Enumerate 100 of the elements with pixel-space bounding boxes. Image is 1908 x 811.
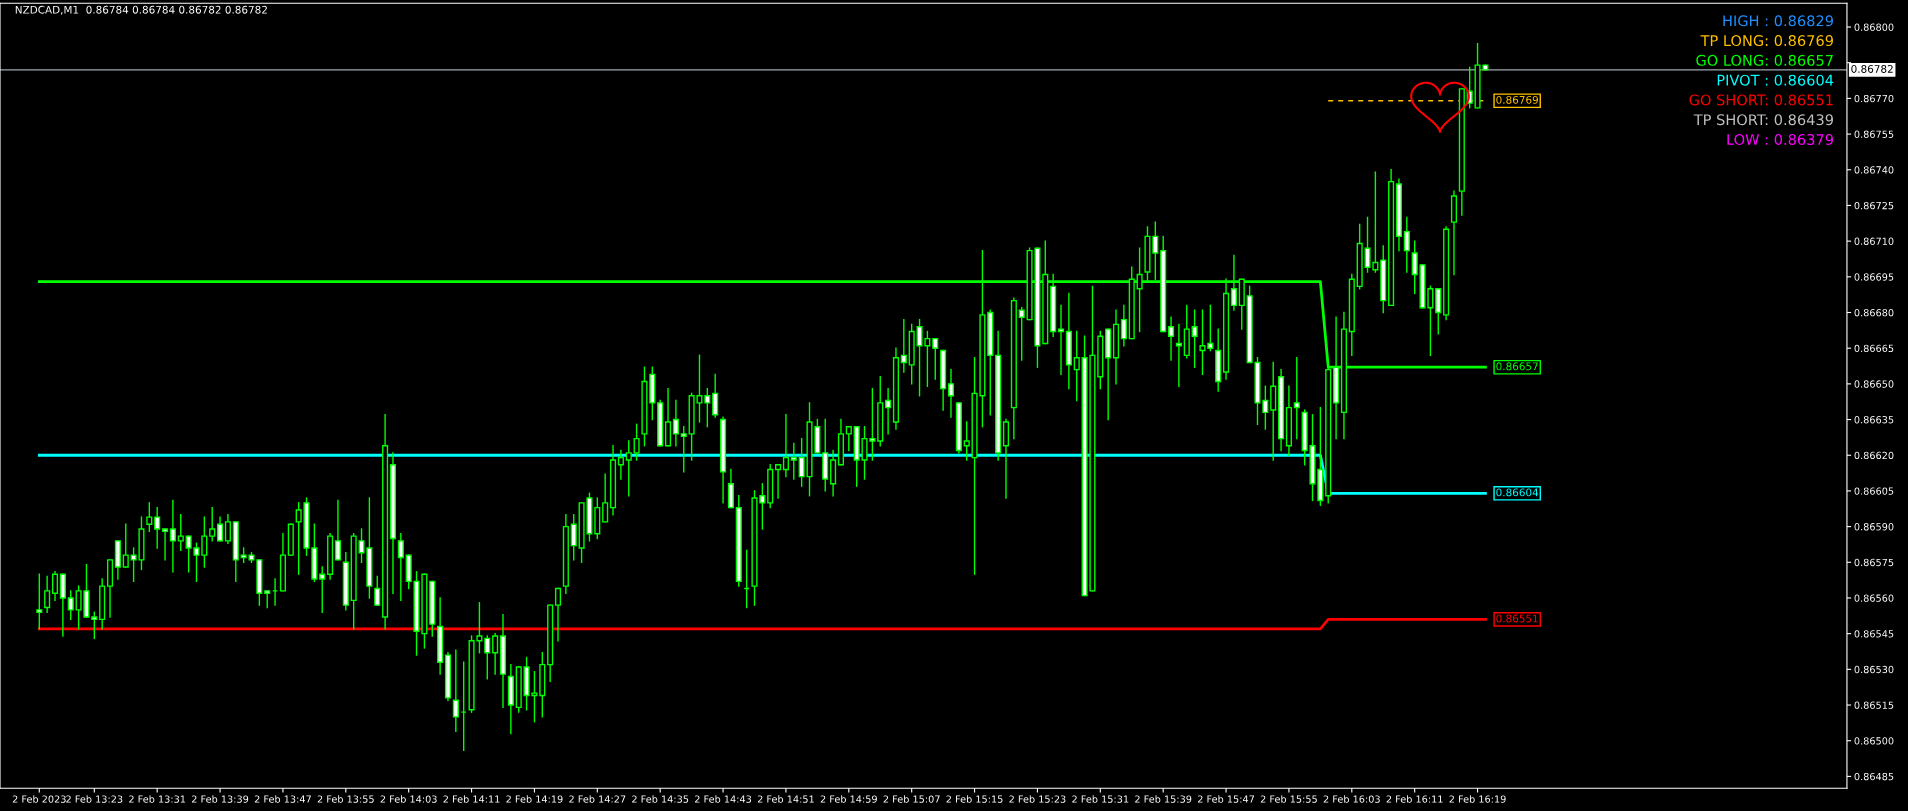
y-tick-label: 0.86740 bbox=[1854, 166, 1894, 174]
x-tick-label: 2 Feb 14:11 bbox=[443, 795, 500, 803]
candlestick bbox=[319, 566, 326, 613]
candlestick bbox=[633, 423, 640, 461]
x-tick-label: 2 Feb 14:59 bbox=[820, 795, 877, 803]
x-tick-label: 2 Feb 14:19 bbox=[506, 795, 563, 803]
candlestick bbox=[51, 571, 59, 602]
candlestick bbox=[397, 533, 404, 602]
candlestick bbox=[570, 514, 577, 561]
x-tick-label: 2 Feb 15:23 bbox=[1009, 795, 1066, 803]
candlestick bbox=[1270, 361, 1277, 461]
y-tick-label: 0.86560 bbox=[1854, 594, 1894, 602]
candlestick bbox=[617, 449, 624, 480]
candlestick bbox=[1293, 357, 1300, 440]
y-tick-label: 0.86665 bbox=[1854, 344, 1894, 353]
candlestick bbox=[492, 632, 499, 675]
candlestick bbox=[169, 499, 176, 573]
candlestick bbox=[932, 337, 939, 380]
x-tick-label: 2 Feb 13:47 bbox=[254, 795, 311, 803]
y-tick-label: 0.86485 bbox=[1854, 772, 1894, 781]
annotation: PIVOT : 0.86604 bbox=[1717, 74, 1834, 86]
x-tick-label: 2 Feb 13:31 bbox=[129, 795, 186, 803]
candlestick bbox=[122, 523, 129, 568]
x-tick-label: 2 Feb 14:03 bbox=[380, 795, 437, 803]
candlestick bbox=[484, 635, 491, 680]
candlestick bbox=[1403, 216, 1410, 273]
annotation: LOW : 0.86379 bbox=[1727, 133, 1833, 146]
candlestick bbox=[146, 502, 153, 533]
y-tick-label: 0.86635 bbox=[1854, 416, 1894, 424]
candlestick bbox=[947, 368, 955, 418]
y-tick-label: 0.86530 bbox=[1854, 665, 1894, 674]
y-tick-label: 0.86755 bbox=[1854, 130, 1894, 138]
candlestick bbox=[727, 468, 734, 509]
annotation: GO LONG: 0.86657 bbox=[1696, 54, 1833, 66]
ref-line-label: 0.86782 bbox=[1851, 65, 1893, 73]
x-tick-label: 2 Feb 15:39 bbox=[1135, 795, 1192, 803]
candlestick bbox=[1057, 304, 1065, 376]
annotation: HIGH : 0.86829 bbox=[1723, 15, 1833, 27]
annotation: GO SHORT: 0.86551 bbox=[1689, 94, 1833, 106]
x-tick-label: 2 Feb 15:55 bbox=[1260, 795, 1317, 803]
annotation: TP SHORT: 0.86439 bbox=[1693, 114, 1833, 126]
x-tick-label: 2 Feb 14:35 bbox=[632, 795, 689, 803]
candlestick bbox=[1018, 307, 1025, 361]
y-tick-label: 0.86725 bbox=[1854, 201, 1894, 210]
candlestick bbox=[67, 590, 74, 621]
candlestick bbox=[963, 421, 970, 461]
candlestick bbox=[154, 506, 161, 549]
candlestick bbox=[664, 387, 672, 447]
candlestick bbox=[672, 399, 679, 447]
y-tick-label: 0.86695 bbox=[1854, 273, 1894, 281]
x-tick-label: 2 Feb 14:27 bbox=[569, 795, 626, 803]
candlestick bbox=[1435, 288, 1442, 335]
candlestick bbox=[1191, 309, 1198, 368]
candlestick bbox=[44, 575, 51, 613]
candlestick bbox=[775, 464, 782, 499]
y-tick-label: 0.86605 bbox=[1854, 487, 1894, 495]
x-tick-label: 2 Feb 15:07 bbox=[883, 795, 940, 803]
y-tick-label: 0.86800 bbox=[1854, 23, 1894, 31]
x-tick-label: 2 Feb 14:51 bbox=[757, 795, 814, 803]
y-tick-label: 0.86680 bbox=[1854, 308, 1894, 317]
candlestick bbox=[1120, 304, 1127, 347]
candlestick bbox=[224, 514, 231, 544]
candlestick bbox=[1002, 418, 1010, 499]
candlestick bbox=[161, 528, 169, 561]
y-tick-label: 0.86500 bbox=[1854, 737, 1894, 745]
candlestick bbox=[1167, 316, 1175, 361]
candlestick bbox=[900, 318, 907, 373]
candlestick bbox=[790, 442, 797, 480]
candlestick bbox=[1175, 323, 1182, 387]
candlestick bbox=[177, 514, 184, 552]
candlestick bbox=[554, 587, 562, 642]
chart-title: NZDCAD,M1 0.86784 0.86784 0.86782 0.86782 bbox=[15, 5, 267, 15]
candlestick bbox=[625, 440, 632, 497]
candlestick bbox=[334, 499, 342, 561]
data-label: 0.86604 bbox=[1496, 488, 1539, 497]
x-tick-label: 2 Feb 13:55 bbox=[317, 795, 374, 803]
candlestick bbox=[830, 449, 837, 497]
x-tick-label: 2 Feb 16:11 bbox=[1386, 795, 1443, 803]
y-tick-label: 0.86710 bbox=[1854, 237, 1894, 245]
candlestick bbox=[36, 573, 43, 630]
y-tick-label: 0.86515 bbox=[1854, 701, 1894, 709]
y-tick-label: 0.86575 bbox=[1854, 558, 1894, 567]
candlestick bbox=[1073, 330, 1080, 402]
x-tick-label: 2 Feb 15:31 bbox=[1072, 795, 1129, 803]
y-tick-label: 0.86770 bbox=[1854, 94, 1894, 103]
candlestick bbox=[602, 473, 609, 523]
candlestick bbox=[209, 506, 216, 542]
x-tick-label: 2 Feb 15:15 bbox=[946, 795, 1003, 803]
candlestick bbox=[885, 387, 892, 435]
x-tick-label: 2 Feb 15:47 bbox=[1197, 795, 1255, 803]
x-tick-label: 2 Feb 13:39 bbox=[191, 795, 249, 803]
x-tick-label: 2 Feb 16:03 bbox=[1323, 795, 1380, 803]
x-tick-label: 2 Feb 14:43 bbox=[694, 795, 752, 803]
x-tick-label: 2 Feb 13:23 bbox=[66, 795, 123, 803]
candlestick bbox=[59, 573, 66, 637]
candlestick bbox=[217, 516, 224, 542]
x-tick-label: 2 Feb 2023 bbox=[12, 795, 66, 803]
y-tick-label: 0.86545 bbox=[1854, 630, 1894, 638]
candlestick bbox=[845, 425, 852, 452]
candlestick bbox=[782, 414, 789, 478]
